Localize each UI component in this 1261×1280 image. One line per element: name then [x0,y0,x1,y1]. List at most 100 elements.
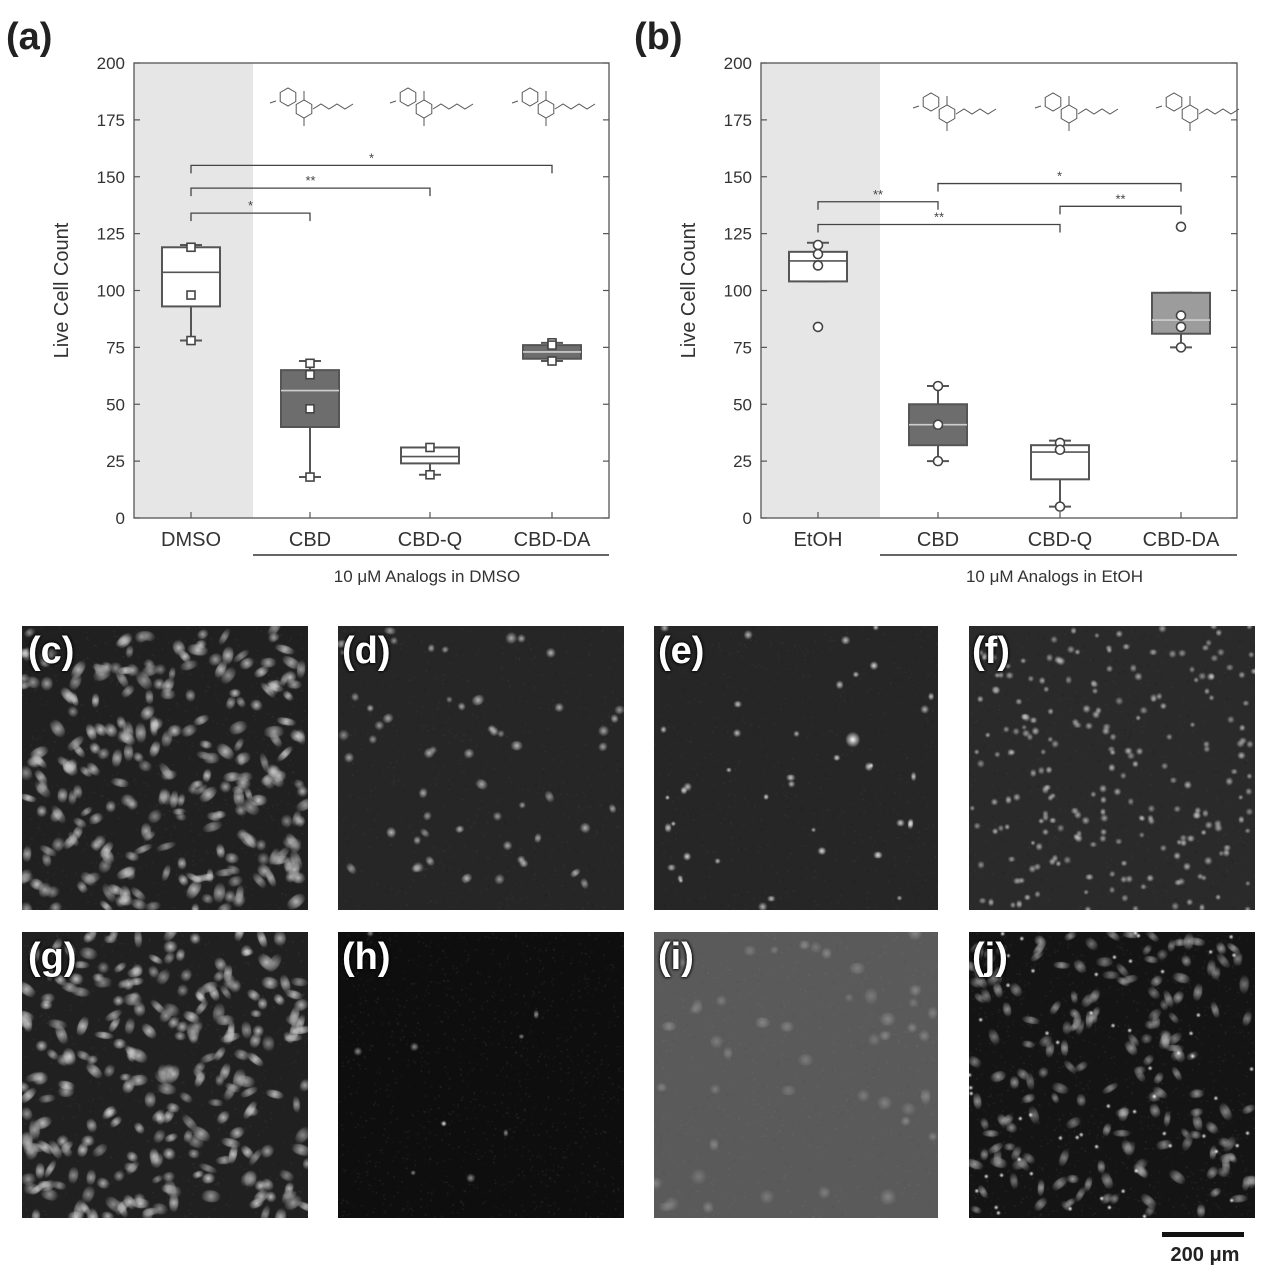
box-a-dmso [161,242,221,346]
panel-e-label: (e) [658,630,705,672]
ring [521,87,539,107]
ring [415,99,433,119]
molecule-structure-b-cbd-da [1155,92,1240,131]
y-tick-label-b-50: 50 [733,395,752,414]
panel-g-label: (g) [28,936,77,978]
micrograph-e [654,626,938,910]
panel-d-label: (d) [342,630,391,672]
data-point [812,239,824,251]
y-tick-label-b-175: 175 [724,111,752,130]
alkyl-chain [312,103,354,110]
x-tick-label-b-etoh: EtOH [794,529,843,551]
significance-bracket-a-0: * [190,198,311,222]
molecule-structure-a-cbd-q [389,87,474,126]
micrograph-h [338,932,624,1218]
x-tick-label-b-cbd-q: CBD-Q [1028,529,1092,551]
data-point [1054,444,1066,456]
molecule-structure-b-cbd-q [1034,92,1119,131]
x-tick-label-b-cbd: CBD [917,529,959,551]
ring [938,104,956,124]
substituents [269,91,305,126]
significance-bracket-b-0: ** [817,187,939,210]
micrograph-i [654,932,938,1218]
y-tick-label-a-200: 200 [97,54,125,73]
data-point [305,358,315,369]
significance-stars: * [369,150,374,165]
significance-bracket-b-3: ** [1059,191,1182,215]
y-tick-label-b-100: 100 [724,282,752,301]
bracket-line [190,187,431,197]
data-point [1175,310,1187,321]
y-axis-label-b: Live Cell Count [678,222,700,358]
y-tick-label-a-0: 0 [116,509,125,528]
substituents [389,91,425,126]
significance-stars: ** [1115,191,1125,206]
ring [537,99,555,119]
data-point [932,455,944,467]
scale-bar [1162,1232,1244,1237]
data-point [932,380,944,392]
ring [1060,104,1078,124]
panel-i-label: (i) [658,936,694,978]
bracket-line [937,182,1182,192]
significance-bracket-a-1: ** [190,173,431,197]
data-point [932,419,944,431]
data-point [1175,321,1187,333]
box-b-cbd-da [1151,221,1211,353]
y-tick-label-a-50: 50 [106,395,125,414]
box-b-cbd [908,380,968,467]
data-point [425,469,435,480]
x-tick-label-a-cbd-q: CBD-Q [398,529,462,551]
data-point [812,260,824,271]
data-point [186,290,196,300]
box-a-cbd-da [522,338,582,366]
data-point [1054,501,1066,512]
ring [922,92,940,112]
x-tick-label-b-cbd-da: CBD-DA [1143,529,1220,551]
data-point [425,442,435,453]
box-a-cbd-q [400,442,460,480]
bracket-line [190,212,311,222]
substituents [1155,96,1191,131]
data-point [305,369,315,380]
panel-f-label: (f) [972,630,1010,672]
molecule-structure-a-cbd [269,87,354,126]
y-tick-label-b-150: 150 [724,168,752,187]
y-tick-label-a-100: 100 [97,282,125,301]
y-tick-label-b-75: 75 [733,338,752,357]
data-point [1175,221,1187,233]
y-tick-label-a-125: 125 [97,225,125,244]
data-point [305,403,315,414]
scale-bar-label: 200 μm [1170,1244,1240,1266]
y-tick-label-a-75: 75 [106,338,125,357]
bracket-line [817,201,939,210]
panel-c-label: (c) [28,630,75,672]
ring [1044,92,1062,112]
bracket-line [1059,205,1182,215]
significance-stars: ** [305,173,315,188]
x-tick-label-a-cbd-da: CBD-DA [514,529,591,551]
ring [1165,92,1183,112]
y-tick-label-a-25: 25 [106,452,125,471]
significance-stars: * [248,198,253,213]
significance-bracket-b-1: ** [817,210,1061,233]
alkyl-chain [432,103,474,110]
y-tick-label-b-25: 25 [733,452,752,471]
ring [399,87,417,107]
y-tick-label-a-175: 175 [97,111,125,130]
data-point [186,242,196,253]
data-point [547,356,557,366]
group-label-b: 10 μM Analogs in EtOH [966,567,1143,586]
data-point [1175,342,1187,353]
molecule-structure-b-cbd [912,92,997,131]
data-point [812,248,824,260]
alkyl-chain [1077,108,1119,115]
ring [295,99,313,119]
panel-a-label: (a) [6,16,53,58]
box-a-cbd [280,358,340,482]
panel-h-label: (h) [342,936,391,978]
data-point [547,340,557,350]
y-tick-label-b-125: 125 [724,225,752,244]
substituents [1034,96,1070,131]
x-tick-label-a-dmso: DMSO [161,529,221,551]
